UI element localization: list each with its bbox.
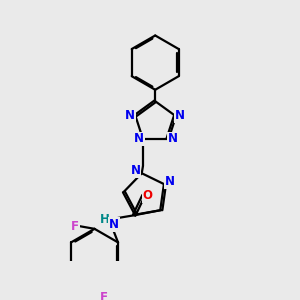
Text: F: F <box>71 220 79 233</box>
Text: N: N <box>165 176 175 188</box>
Text: N: N <box>175 109 185 122</box>
Text: O: O <box>143 189 153 202</box>
Text: N: N <box>134 133 144 146</box>
Text: N: N <box>130 164 140 177</box>
Text: N: N <box>168 133 178 146</box>
Text: N: N <box>110 218 119 231</box>
Text: N: N <box>125 109 135 122</box>
Text: H: H <box>100 213 110 226</box>
Text: F: F <box>100 291 108 300</box>
